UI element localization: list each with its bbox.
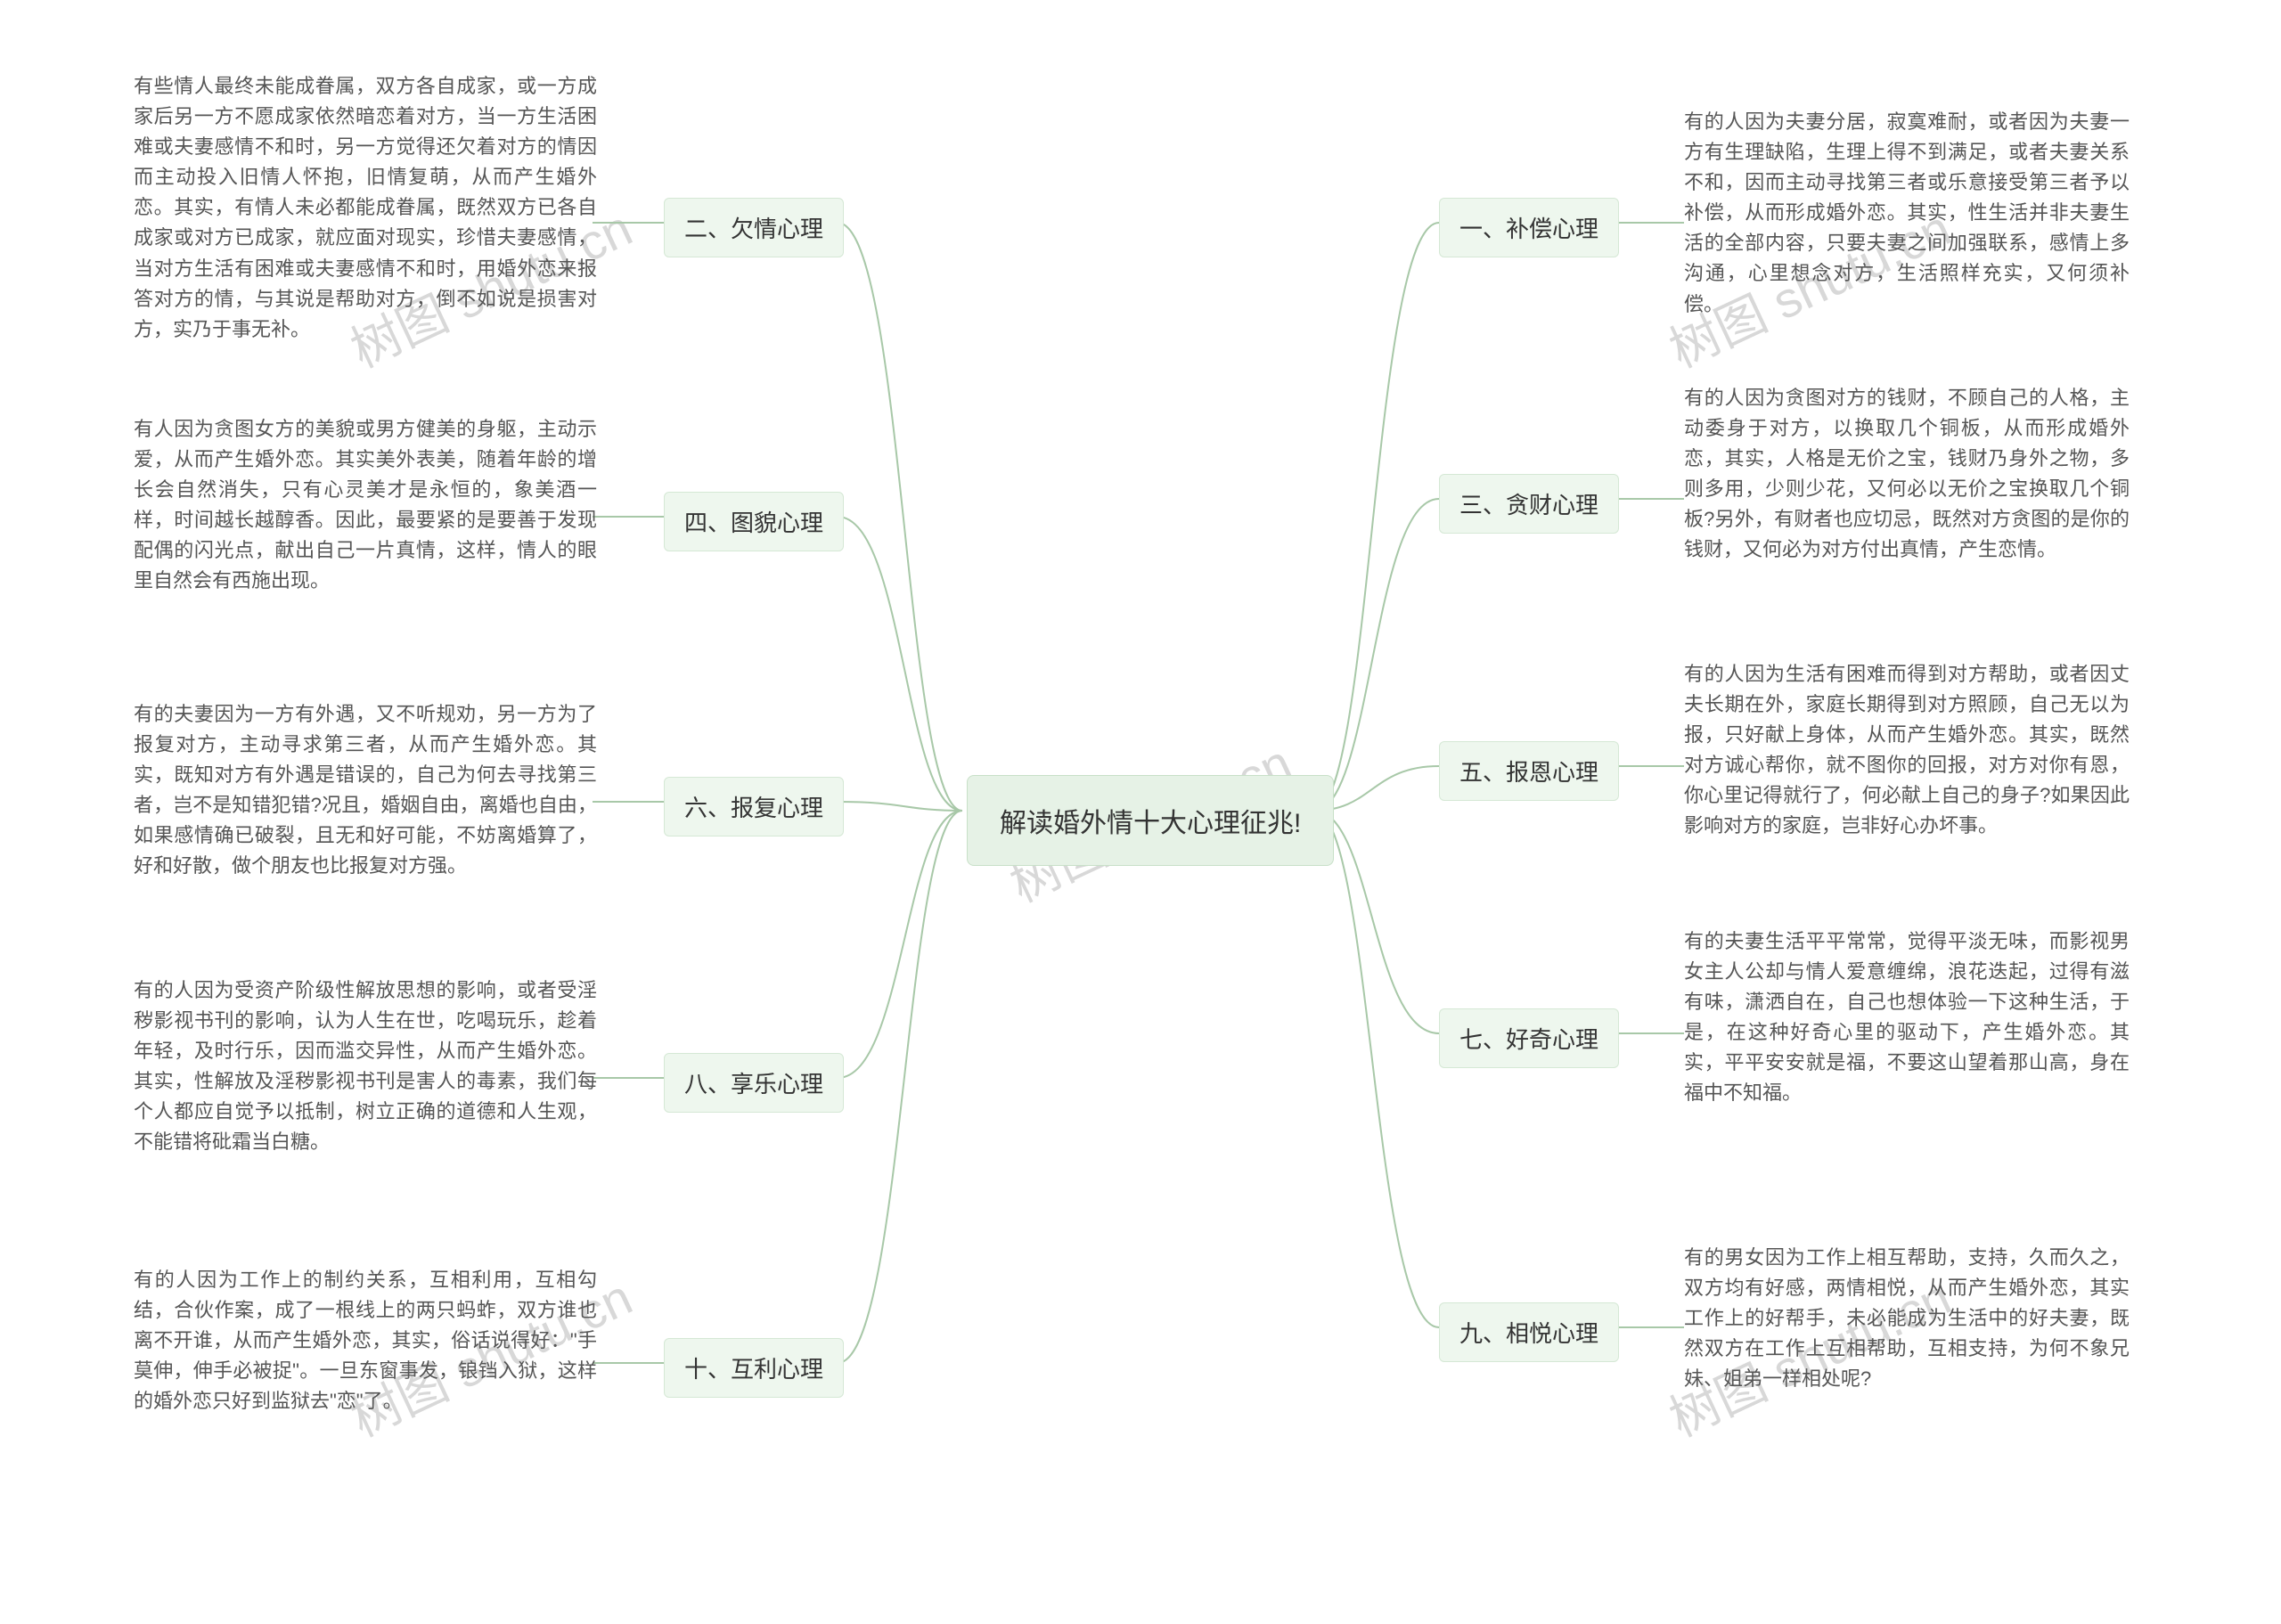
branch-title: 三、贪财心理 xyxy=(1459,492,1598,518)
leaf-desc: 有的人因为夫妻分居，寂寞难耐，或者因为夫妻一方有生理缺陷，生理上得不到满足，或者… xyxy=(1684,110,2130,315)
branch-title: 六、报复心理 xyxy=(684,795,823,821)
branch-title: 二、欠情心理 xyxy=(684,216,823,242)
mindmap-canvas: 树图 shutu.cn 树图 shutu.cn 树图 shutu.cn 树图 s… xyxy=(0,0,2281,1624)
branch-title: 四、图貌心理 xyxy=(684,510,823,536)
leaf-desc: 有的人因为工作上的制约关系，互相利用，互相勾结，合伙作案，成了一根线上的两只蚂蚱… xyxy=(134,1269,597,1412)
leaf-mutual-benefit: 有的人因为工作上的制约关系，互相利用，互相勾结，合伙作案，成了一根线上的两只蚂蚱… xyxy=(134,1265,597,1416)
leaf-revenge: 有的夫妻因为一方有外遇，又不听规劝，另一方为了报复对方，主动寻求第三者，从而产生… xyxy=(134,699,597,882)
leaf-curiosity: 有的夫妻生活平平常常，觉得平淡无味，而影视男女主人公却与情人爱意缠绵，浪花迭起，… xyxy=(1684,926,2130,1109)
branch-title: 七、好奇心理 xyxy=(1459,1026,1598,1053)
leaf-appearance: 有人因为贪图女方的美貌或男方健美的身躯，主动示爱，从而产生婚外恋。其实美外表美，… xyxy=(134,414,597,597)
branch-node-curiosity: 七、好奇心理 xyxy=(1439,1008,1619,1068)
center-node: 解读婚外情十大心理征兆! xyxy=(967,775,1334,866)
leaf-owed-feeling: 有些情人最终未能成眷属，双方各自成家，或一方成家后另一方不愿成家依然暗恋着对方，… xyxy=(134,71,597,345)
branch-node-mutual-benefit: 十、互利心理 xyxy=(664,1338,844,1398)
branch-node-gratitude: 五、报恩心理 xyxy=(1439,741,1619,801)
leaf-desc: 有的人因为受资产阶级性解放思想的影响，或者受淫秽影视书刊的影响，认为人生在世，吃… xyxy=(134,979,597,1153)
branch-node-compensation: 一、补偿心理 xyxy=(1439,198,1619,257)
branch-node-pleasure: 八、享乐心理 xyxy=(664,1053,844,1113)
branch-title: 五、报恩心理 xyxy=(1459,759,1598,786)
branch-title: 八、享乐心理 xyxy=(684,1071,823,1098)
branch-node-owed-feeling: 二、欠情心理 xyxy=(664,198,844,257)
leaf-gratitude: 有的人因为生活有困难而得到对方帮助，或者因丈夫长期在外，家庭长期得到对方照顾，自… xyxy=(1684,659,2130,842)
branch-title: 一、补偿心理 xyxy=(1459,216,1598,242)
center-label: 解读婚外情十大心理征兆! xyxy=(1000,809,1301,838)
leaf-desc: 有的男女因为工作上相互帮助，支持，久而久之，双方均有好感，两情相悦，从而产生婚外… xyxy=(1684,1246,2130,1390)
branch-node-mutual-pleasure: 九、相悦心理 xyxy=(1439,1302,1619,1362)
leaf-desc: 有人因为贪图女方的美貌或男方健美的身躯，主动示爱，从而产生婚外恋。其实美外表美，… xyxy=(134,418,597,592)
branch-node-revenge: 六、报复心理 xyxy=(664,777,844,836)
branch-title: 十、互利心理 xyxy=(684,1356,823,1383)
leaf-desc: 有的人因为生活有困难而得到对方帮助，或者因丈夫长期在外，家庭长期得到对方照顾，自… xyxy=(1684,663,2130,836)
branch-node-greed: 三、贪财心理 xyxy=(1439,474,1619,534)
branch-node-appearance: 四、图貌心理 xyxy=(664,492,844,551)
leaf-mutual-pleasure: 有的男女因为工作上相互帮助，支持，久而久之，双方均有好感，两情相悦，从而产生婚外… xyxy=(1684,1243,2130,1394)
leaf-desc: 有的人因为贪图对方的钱财，不顾自己的人格，主动委身于对方，以换取几个铜板，从而形… xyxy=(1684,387,2130,560)
leaf-pleasure: 有的人因为受资产阶级性解放思想的影响，或者受淫秽影视书刊的影响，认为人生在世，吃… xyxy=(134,975,597,1158)
leaf-compensation: 有的人因为夫妻分居，寂寞难耐，或者因为夫妻一方有生理缺陷，生理上得不到满足，或者… xyxy=(1684,107,2130,320)
leaf-desc: 有的夫妻生活平平常常，觉得平淡无味，而影视男女主人公却与情人爱意缠绵，浪花迭起，… xyxy=(1684,930,2130,1104)
leaf-greed: 有的人因为贪图对方的钱财，不顾自己的人格，主动委身于对方，以换取几个铜板，从而形… xyxy=(1684,383,2130,566)
leaf-desc: 有些情人最终未能成眷属，双方各自成家，或一方成家后另一方不愿成家依然暗恋着对方，… xyxy=(134,75,597,340)
leaf-desc: 有的夫妻因为一方有外遇，又不听规劝，另一方为了报复对方，主动寻求第三者，从而产生… xyxy=(134,703,597,877)
branch-title: 九、相悦心理 xyxy=(1459,1320,1598,1347)
